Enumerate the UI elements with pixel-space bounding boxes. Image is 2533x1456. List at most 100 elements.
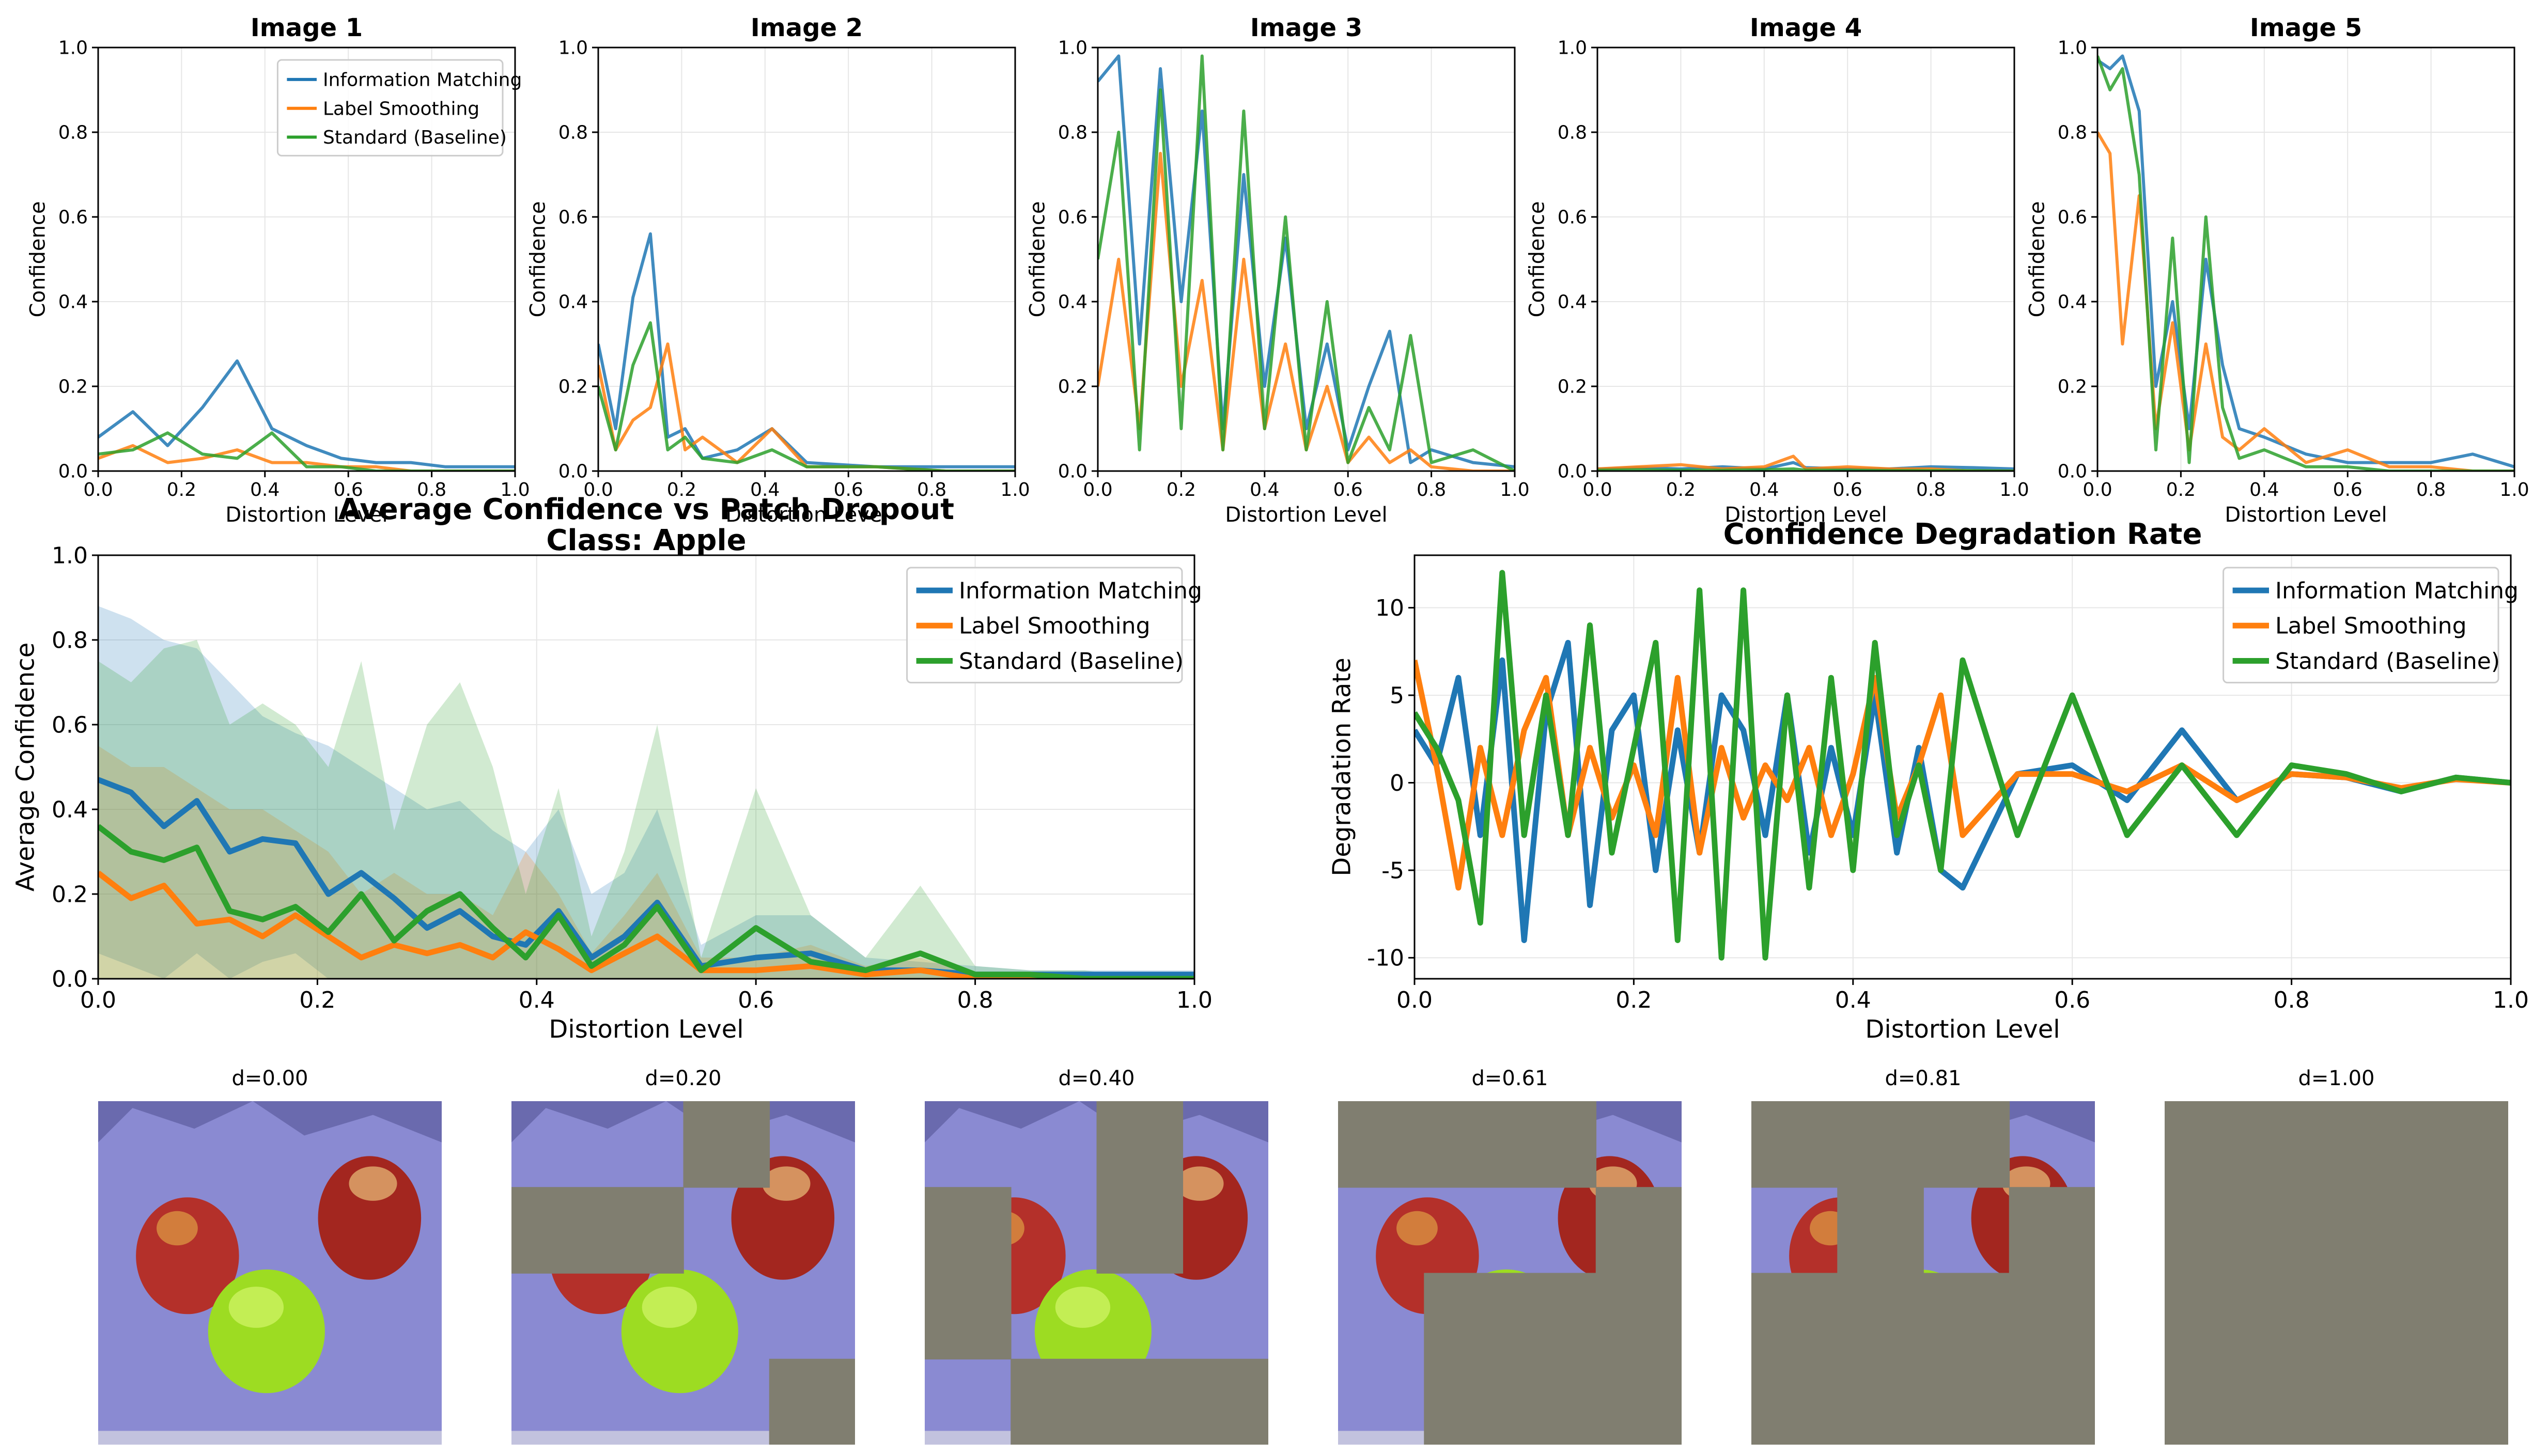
- dropout-patch: [1011, 1358, 1268, 1445]
- patch-tile-svg: [925, 1101, 1268, 1445]
- y-axis-label: Confidence: [26, 201, 50, 318]
- x-axis-label: Distortion Level: [1724, 503, 1887, 527]
- y-tick-label: 0.2: [52, 881, 88, 907]
- x-tick-label: 0.4: [519, 987, 555, 1013]
- x-axis-label: Distortion Level: [549, 1015, 743, 1044]
- y-tick-label: 0.2: [2058, 377, 2087, 398]
- legend-box: [276, 59, 504, 156]
- x-tick-label: 0.8: [1916, 479, 1946, 500]
- x-tick-label: 0.8: [2274, 987, 2310, 1013]
- x-tick-label: 0.8: [2416, 479, 2446, 500]
- legend-label: Label Smoothing: [2275, 613, 2467, 639]
- x-tick-label: 0.0: [583, 479, 613, 500]
- apple-highlight: [1055, 1287, 1111, 1328]
- x-tick-label: 1.0: [2499, 479, 2529, 500]
- x-tick-label: 0.6: [738, 987, 774, 1013]
- chart-degradation-rate: 0.0 0.2 0.4 0.6 0.8 1.0 -10 -5 0 5 10 Confidence De…: [1328, 518, 2529, 1044]
- legend-label: Standard (Baseline): [959, 648, 1184, 675]
- apple-highlight: [1396, 1211, 1438, 1246]
- y-tick-label: 0.0: [1558, 461, 1587, 482]
- legend-label: Information Matching: [323, 70, 522, 91]
- chart-image-2: 0.0 0.2 0.4 0.6 0.8 1.0 0.0 0.2 0.4 0.6 0.8 1.0 Imag…: [526, 13, 1030, 527]
- chart-title: Image 2: [751, 13, 863, 42]
- chart-image-1: 0.0 0.2 0.4 0.6 0.8 1.0 0.0 0.2 0.4 0.6 0.8 1.0 Imag…: [26, 13, 530, 527]
- dropout-patch: [511, 1187, 684, 1274]
- series-line: [98, 431, 515, 471]
- x-axis-label: Distortion Level: [1865, 1015, 2060, 1044]
- y-axis-label: Confidence: [2025, 201, 2049, 318]
- y-tick-label: 0.4: [58, 292, 88, 313]
- y-tick-label: 1.0: [52, 542, 88, 569]
- y-tick-label: 0.0: [2058, 461, 2087, 482]
- chart-average-confidence: 0.0 0.2 0.4 0.6 0.8 1.0 0.0 0.2 0.4 0.6 0.8 1.0 Aver…: [11, 493, 1213, 1044]
- y-tick-label: 0.4: [1558, 292, 1587, 313]
- y-tick-label: 1.0: [1558, 38, 1587, 59]
- y-tick-label: 0.6: [558, 207, 588, 228]
- y-tick-label: 0.2: [58, 377, 88, 398]
- x-axis-label: Distortion Level: [225, 503, 387, 527]
- chart-image-4: 0.0 0.2 0.4 0.6 0.8 1.0 0.0 0.2 0.4 0.6 0.8 1.0 Imag…: [1525, 13, 2029, 527]
- dropout-patch: [1837, 1187, 1924, 1274]
- y-tick-label: 0: [1390, 770, 1404, 796]
- series-line: [1098, 152, 1515, 471]
- x-tick-label: 0.8: [417, 479, 446, 500]
- axes-frame: [1413, 554, 2512, 980]
- y-tick-label: 0.8: [558, 122, 588, 144]
- x-tick-label: 0.2: [1666, 479, 1696, 500]
- patch-tile-title: d=0.81: [1885, 1067, 1962, 1090]
- series-line: [2097, 55, 2514, 471]
- patch-tile-svg: [511, 1101, 855, 1445]
- x-tick-label: 0.2: [1615, 987, 1652, 1013]
- chart-title: Confidence Degradation Rate: [1723, 518, 2202, 551]
- x-tick-label: 1.0: [1000, 479, 1030, 500]
- chart-image-5: 0.0 0.2 0.4 0.6 0.8 1.0 0.0 0.2 0.4 0.6 0.8 1.0 Imag…: [2025, 13, 2529, 527]
- y-tick-label: 0.6: [2058, 207, 2087, 228]
- cloth-shadow: [98, 1101, 442, 1142]
- chart-title: Image 3: [1250, 13, 1362, 42]
- y-tick-label: 0.2: [558, 377, 588, 398]
- chart-title: Image 5: [2250, 13, 2362, 42]
- patch-tile-title: d=0.00: [231, 1067, 308, 1090]
- axes-frame: [97, 554, 1195, 980]
- x-tick-label: 1.0: [1500, 479, 1529, 500]
- series-line: [598, 232, 1015, 468]
- x-tick-label: 1.0: [1999, 479, 2029, 500]
- apple-highlight: [228, 1287, 284, 1328]
- legend-label: Information Matching: [2275, 578, 2519, 604]
- dropout-patch: [769, 1358, 855, 1445]
- dropout-patch: [1096, 1101, 1184, 1274]
- x-tick-label: 0.0: [83, 479, 113, 500]
- x-tick-label: 1.0: [2493, 987, 2529, 1013]
- axes-frame: [597, 46, 1016, 472]
- x-tick-label: 0.6: [1833, 479, 1862, 500]
- chart-title: Image 4: [1750, 13, 1862, 42]
- patch-tile-title: d=1.00: [2298, 1067, 2375, 1090]
- patch-tile-image: [2165, 1101, 2508, 1445]
- series-line: [1415, 570, 2511, 961]
- confidence-band: [98, 746, 1194, 979]
- x-tick-label: 0.8: [917, 479, 946, 500]
- axes-frame: [1097, 46, 1516, 472]
- legend-label: Label Smoothing: [323, 98, 479, 119]
- y-tick-label: 0.0: [1058, 461, 1087, 482]
- patch-tile-svg: [1751, 1101, 2095, 1445]
- x-tick-label: 0.0: [1582, 479, 1612, 500]
- series-line: [98, 359, 515, 468]
- dropout-patch: [1751, 1101, 2010, 1188]
- x-tick-label: 0.0: [80, 987, 116, 1013]
- x-tick-label: 0.6: [1333, 479, 1363, 500]
- y-tick-label: 0.8: [52, 627, 88, 653]
- legend-label: Standard (Baseline): [323, 127, 507, 148]
- chart-title: Average Confidence vs Patch Dropout: [338, 493, 954, 526]
- x-axis-label: Distortion Level: [1225, 503, 1387, 527]
- legend-label: Standard (Baseline): [2275, 648, 2500, 675]
- legend-box: [906, 567, 1183, 684]
- dropout-patch: [1424, 1273, 1682, 1445]
- series-line: [1098, 54, 1515, 471]
- y-tick-label: 10: [1375, 595, 1404, 621]
- x-axis-label: Distortion Level: [725, 503, 888, 527]
- x-tick-label: 0.4: [2249, 479, 2279, 500]
- patch-tile-svg: [1338, 1101, 1682, 1445]
- dropout-patch: [925, 1187, 1012, 1360]
- y-tick-label: 0.0: [52, 966, 88, 992]
